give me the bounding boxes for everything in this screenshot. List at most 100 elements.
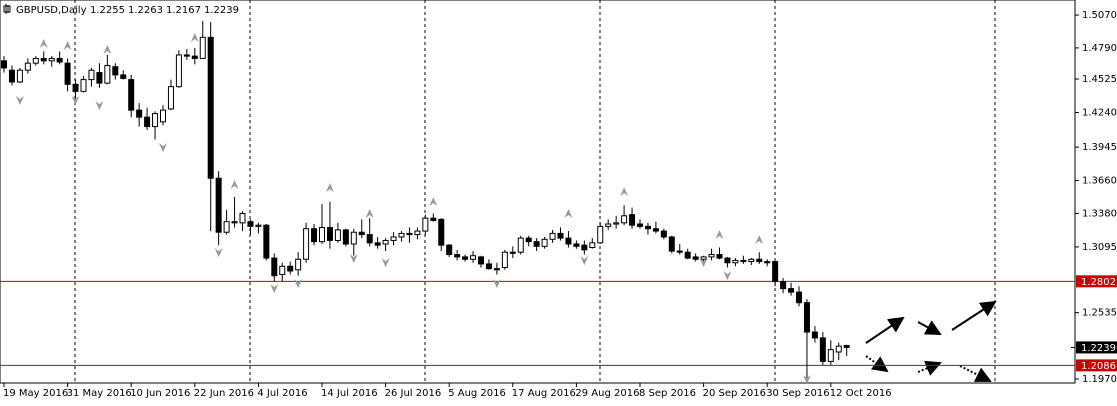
candle-body (462, 256, 469, 260)
candle-body (207, 36, 214, 179)
candle-body (191, 55, 198, 59)
candle-body (676, 250, 683, 253)
candle-body (271, 257, 278, 277)
candle-body (493, 268, 500, 271)
price-line-label: 1.2802 (1081, 277, 1116, 288)
fractal-down (15, 96, 24, 106)
fractal-down (723, 271, 732, 281)
y-tick-label: 1.3095 (1082, 242, 1117, 253)
fractal-up (755, 235, 764, 245)
candle-body (501, 251, 508, 268)
candle-body (621, 215, 628, 224)
candle-body (183, 54, 190, 57)
arrow (917, 320, 942, 335)
candle-body (605, 223, 612, 227)
fractal-down (159, 143, 167, 153)
header-high: 1.2263 (128, 5, 163, 16)
candle-body (708, 254, 715, 258)
fractal-up (230, 180, 239, 190)
candle-body (629, 214, 636, 226)
x-tick-label: 5 Aug 2016 (448, 388, 506, 399)
symbol-icon (3, 4, 11, 14)
vertical-grid (74, 0, 996, 383)
candle-body (342, 229, 349, 245)
candle-body (390, 236, 397, 241)
header-low: 1.2167 (166, 5, 201, 16)
candle-body (430, 217, 437, 222)
y-tick-label: 1.5070 (1082, 10, 1117, 21)
x-tick-label: 19 May 2016 (3, 388, 68, 399)
fractal-down (349, 254, 358, 264)
candle-body (279, 265, 286, 276)
candle-body (748, 258, 755, 263)
candle-body (144, 116, 151, 128)
candle-body (732, 259, 739, 264)
candle-body (406, 232, 413, 236)
candle-body (613, 222, 620, 225)
candle-body (382, 239, 389, 245)
candle-body (104, 65, 111, 84)
candle-body (565, 237, 572, 245)
candle-body (326, 227, 333, 241)
fractal-down (95, 101, 104, 111)
candle-body (160, 109, 166, 123)
candle-body (167, 86, 174, 110)
y-tick-label: 1.1970 (1082, 374, 1117, 385)
candle-body (843, 345, 850, 348)
candle-body (668, 236, 675, 252)
candle-body (684, 251, 691, 259)
x-tick-label: 12 Oct 2016 (830, 388, 892, 399)
candle-body (422, 217, 429, 232)
candle-body (56, 57, 63, 63)
candle-body (446, 244, 453, 256)
candle-body (350, 231, 357, 245)
candle-body (414, 230, 421, 236)
candle-body (533, 241, 540, 247)
price-line-box (1076, 359, 1117, 372)
candle-body (358, 231, 365, 236)
candle-body (88, 69, 95, 81)
fractal-down (270, 284, 279, 294)
candle-body (772, 261, 779, 283)
x-tick-label: 8 Sep 2016 (639, 388, 696, 399)
candle-body (692, 256, 699, 260)
x-tick-label: 26 Jul 2016 (385, 388, 442, 399)
candle-body (796, 291, 802, 304)
candle-body (32, 57, 39, 64)
candle-body (740, 259, 747, 263)
candle-body (1, 60, 7, 69)
candle-body (700, 256, 707, 260)
candle-body (485, 263, 492, 270)
price-line-box (1076, 275, 1117, 288)
candle-body (589, 242, 596, 249)
candle-body (660, 230, 667, 238)
candle-body (64, 62, 71, 85)
candle-body (525, 237, 532, 243)
candle-body (549, 232, 556, 240)
candle-body (597, 225, 604, 244)
y-tick-label: 1.4240 (1082, 107, 1117, 118)
candle-body (819, 337, 826, 362)
fractal-up (429, 197, 438, 207)
last-price-box (1076, 341, 1117, 354)
candle-body (644, 225, 651, 230)
chart-title: GBPUSD,Daily (16, 5, 87, 16)
candle-body (835, 345, 842, 353)
candle-body (199, 36, 206, 59)
y-tick-label: 1.3380 (1082, 208, 1117, 219)
candle-body (334, 229, 341, 241)
x-tick-label: 30 Sep 2016 (766, 388, 829, 399)
candle-body (112, 66, 119, 76)
candle-body (788, 288, 795, 293)
x-tick-label: 31 May 2016 (67, 388, 132, 399)
candle-body (120, 74, 127, 79)
fractal-down (214, 248, 223, 258)
candle-body (398, 232, 405, 238)
forecast-arrows (865, 300, 997, 382)
candle-body (652, 228, 659, 232)
candle-body (454, 254, 461, 258)
last-price-label: 1.2239 (1081, 343, 1116, 354)
candle-body (136, 109, 143, 118)
candle-body (152, 113, 159, 128)
